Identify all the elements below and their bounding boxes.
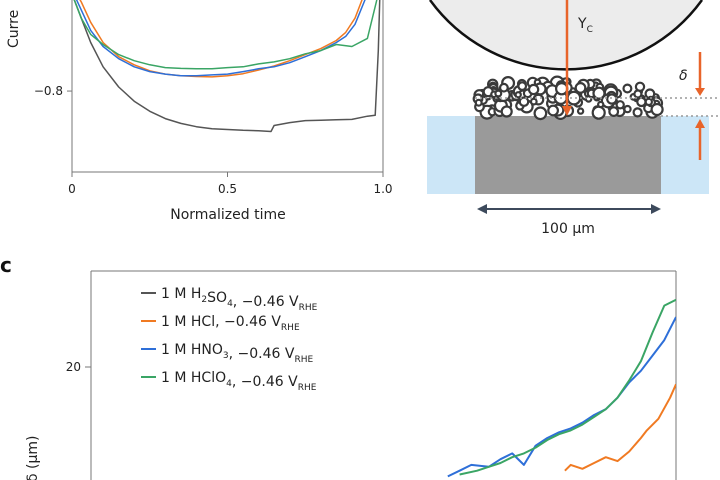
bubble bbox=[517, 81, 528, 91]
series-line-1-m-hclo4 bbox=[459, 298, 676, 476]
schematic-diagram: YC δ 100 µm bbox=[427, 0, 720, 237]
y-tick-label: −0.8 bbox=[34, 84, 63, 98]
electrode-block bbox=[475, 116, 661, 194]
panel-label-c: c bbox=[0, 253, 12, 277]
legend-entry: 1 M HCl, −0.46 VRHE bbox=[161, 314, 300, 333]
series-line-1-m-hno3 bbox=[447, 316, 676, 478]
legend-entry: 1 M HClO4, −0.46 VRHE bbox=[161, 370, 317, 393]
bubble bbox=[574, 81, 587, 94]
yc-label: YC bbox=[577, 16, 593, 35]
series-line-1-m-h2so4 bbox=[73, 0, 381, 133]
y-axis-title-delta: δ (µm) bbox=[25, 436, 41, 480]
series-line-1-m-hcl bbox=[564, 383, 676, 472]
bubble bbox=[533, 106, 548, 121]
bubble bbox=[606, 93, 618, 105]
bubble bbox=[615, 100, 625, 110]
current-chart: Curre 0 0.5 1.0 −0.8 Normalized time bbox=[6, 0, 393, 223]
bubble bbox=[592, 86, 606, 100]
scale-bar-right-head bbox=[651, 204, 661, 214]
bubble bbox=[597, 100, 605, 109]
bubble bbox=[500, 105, 513, 118]
scale-label: 100 µm bbox=[541, 221, 595, 237]
bubble bbox=[499, 82, 509, 93]
delta-arrow-down-head bbox=[695, 88, 705, 96]
bubble bbox=[527, 83, 540, 96]
delta-arrow-up-head bbox=[695, 119, 705, 128]
bubble bbox=[494, 89, 503, 98]
electrolyte-left bbox=[427, 116, 475, 194]
y-axis-title: Curre bbox=[6, 10, 22, 48]
bubble bbox=[566, 90, 582, 106]
y-tick-label: 20 bbox=[66, 360, 81, 374]
bubble bbox=[591, 105, 606, 120]
series-line-1-m-hno3 bbox=[75, 0, 366, 77]
delta-label: δ bbox=[679, 68, 688, 84]
bubble-layer bbox=[472, 75, 664, 121]
bubble bbox=[644, 97, 654, 107]
bubble bbox=[608, 106, 620, 117]
x-tick-label: 0.5 bbox=[218, 182, 237, 196]
x-tick-label: 1.0 bbox=[373, 182, 392, 196]
bubble bbox=[518, 96, 530, 107]
yc-arrow-head bbox=[562, 106, 572, 116]
bubble bbox=[555, 81, 569, 96]
series-line-1-m-hcl bbox=[79, 0, 363, 78]
x-tick-label: 0 bbox=[68, 182, 76, 196]
legend-entry: 1 M HNO3, −0.46 VRHE bbox=[161, 342, 314, 365]
bubble bbox=[529, 97, 538, 106]
bubble bbox=[514, 91, 522, 99]
bubble bbox=[547, 104, 559, 117]
bubble bbox=[622, 83, 633, 94]
bubble bbox=[632, 107, 643, 118]
legend-entry: 1 M H2SO4, −0.46 VRHE bbox=[161, 286, 318, 313]
bubble bbox=[474, 98, 483, 107]
series-line-1-m-hclo4 bbox=[73, 0, 378, 70]
x-axis-title: Normalized time bbox=[170, 207, 285, 223]
bubble bbox=[633, 89, 643, 99]
bubble bbox=[650, 102, 664, 117]
bubble bbox=[636, 96, 647, 108]
scale-bar-left-head bbox=[477, 204, 487, 214]
bubble bbox=[576, 107, 585, 115]
